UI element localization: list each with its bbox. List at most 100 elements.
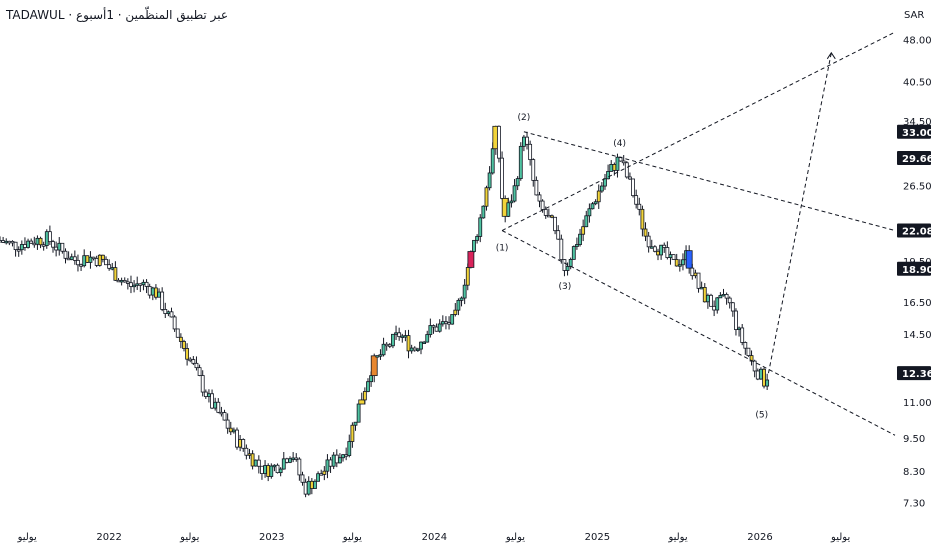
candle-body [266, 465, 271, 477]
candle-body [291, 457, 296, 460]
candle-body [743, 342, 748, 349]
candle-body [391, 333, 395, 347]
candle-body [381, 343, 386, 356]
candle-body [581, 226, 586, 235]
candle-body [375, 355, 380, 358]
y-tick-label: 8.30 [903, 467, 925, 478]
candle-body [350, 424, 355, 442]
candle-body [294, 457, 299, 460]
candle-body [634, 195, 639, 205]
candle-body [222, 412, 227, 421]
candlestick-series [0, 125, 770, 498]
candle-body [263, 465, 267, 474]
candle-body [506, 202, 511, 217]
x-tick-label: يوليو [667, 532, 687, 543]
candle-body [303, 481, 308, 495]
y-tick-label: 34.50 [903, 117, 932, 128]
candle-body [428, 325, 433, 335]
candle-body [409, 347, 414, 352]
candle-body [693, 272, 698, 277]
candle-body [334, 454, 339, 464]
candle-body [119, 280, 124, 283]
candle-body [188, 358, 193, 362]
candle-body [467, 251, 475, 268]
candle-body [685, 250, 693, 269]
price-badge [897, 124, 931, 139]
candle-body [29, 240, 34, 244]
candle-body [656, 250, 660, 256]
candle-body [76, 259, 80, 266]
candle-body [387, 344, 392, 347]
candle-body [207, 393, 211, 397]
candle-body [472, 239, 476, 252]
candle-body [97, 254, 102, 266]
trendlines [501, 31, 896, 436]
candle-body [147, 286, 152, 296]
candle-body [603, 178, 607, 187]
y-tick-label: 16.50 [903, 298, 932, 309]
candle-body [403, 335, 408, 338]
candle-body [353, 421, 358, 426]
candle-body [674, 259, 679, 267]
candle-body [584, 215, 589, 228]
candle-body [94, 258, 99, 266]
candle-body [141, 281, 146, 286]
price-axis[interactable]: 48.0040.5034.5029.5026.5019.5016.5014.50… [897, 36, 932, 510]
candle-body [702, 287, 707, 303]
candle-body [72, 256, 77, 261]
candle-body [512, 185, 517, 202]
candle-body [4, 240, 9, 244]
candle-body [16, 249, 21, 252]
x-tick-label: 2024 [422, 532, 447, 543]
candle-body [462, 284, 467, 299]
candle-body [157, 291, 161, 298]
candle-body [19, 244, 24, 251]
candle-body [490, 148, 495, 174]
time-axis[interactable]: يوليو 2022 يوليو 2023 يوليو 2024 يوليو 2025 يولي… [17, 532, 851, 543]
candle-body [278, 468, 283, 474]
candle-body [300, 474, 305, 483]
candle-body [57, 242, 62, 251]
candle-body [590, 203, 595, 210]
candle-body [13, 241, 18, 251]
candle-body [231, 429, 236, 433]
price-badge [897, 150, 931, 165]
candle-body [110, 267, 115, 270]
candle-body [571, 246, 576, 260]
candle-body [440, 321, 445, 325]
candle-body [765, 379, 770, 387]
candle-body [415, 348, 420, 351]
candle-body [154, 287, 158, 298]
candle-body [163, 309, 168, 314]
candle-body [528, 143, 533, 161]
chart-title: TADAWUL · عبر تطبيق المنظّمين · 1أسبوع [6, 8, 228, 22]
candle-body [344, 454, 349, 457]
candle-body [250, 453, 255, 467]
candle-body [465, 267, 470, 286]
candle-body [228, 427, 233, 433]
y-tick-label: 9.50 [903, 434, 925, 445]
candle-body [759, 368, 763, 380]
candle-body [456, 299, 461, 311]
x-tick-label: يوليو [830, 532, 850, 543]
candle-body [709, 294, 713, 307]
candle-body [322, 470, 327, 475]
y-tick-label: 40.50 [903, 77, 932, 88]
candle-body [338, 457, 342, 464]
candle-body [637, 203, 642, 210]
candle-body [447, 322, 451, 325]
candle-body [366, 381, 370, 392]
candle-body [487, 172, 492, 189]
candle-body [478, 217, 483, 237]
candle-body [662, 244, 667, 248]
candle-body [213, 401, 218, 409]
candle-body [341, 454, 345, 459]
candle-body [197, 367, 202, 376]
candle-body [269, 465, 274, 477]
candle-body [79, 264, 83, 267]
candle-body [88, 256, 93, 263]
candle-body [640, 208, 645, 230]
y-tick-label: 14.50 [903, 330, 932, 341]
candle-body [54, 246, 59, 251]
